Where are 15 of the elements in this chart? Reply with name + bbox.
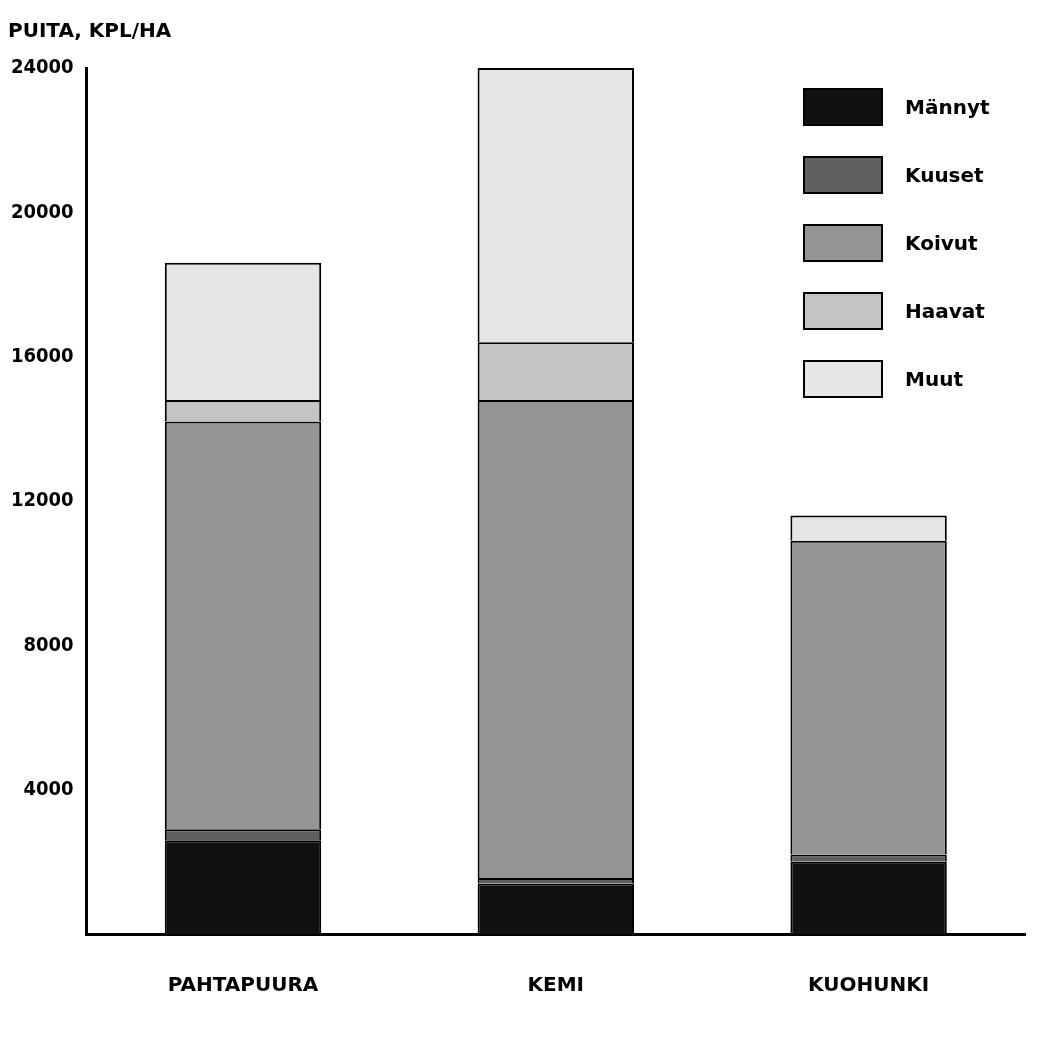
legend-label: Haavat: [905, 299, 986, 323]
legend-label: Männyt: [905, 95, 991, 119]
y-tick-label: 16000: [10, 342, 74, 367]
y-tick-label: 20000: [10, 198, 74, 223]
x-tick-label: KUOHUNKI: [808, 972, 930, 997]
y-tick-label: 24000: [10, 54, 74, 79]
legend-label: Muut: [905, 367, 964, 391]
y-axis-title: PUITA, KPL/HA: [8, 18, 172, 42]
legend-label: Kuuset: [905, 163, 985, 187]
y-tick-label: 8000: [23, 631, 74, 656]
y-tick-label: 4000: [23, 775, 74, 800]
y-tick-label: 12000: [10, 487, 74, 512]
x-tick-label: PAHTAPUURA: [167, 972, 319, 997]
legend-label: Koivut: [905, 231, 979, 255]
x-tick-label: KEMI: [527, 972, 585, 997]
